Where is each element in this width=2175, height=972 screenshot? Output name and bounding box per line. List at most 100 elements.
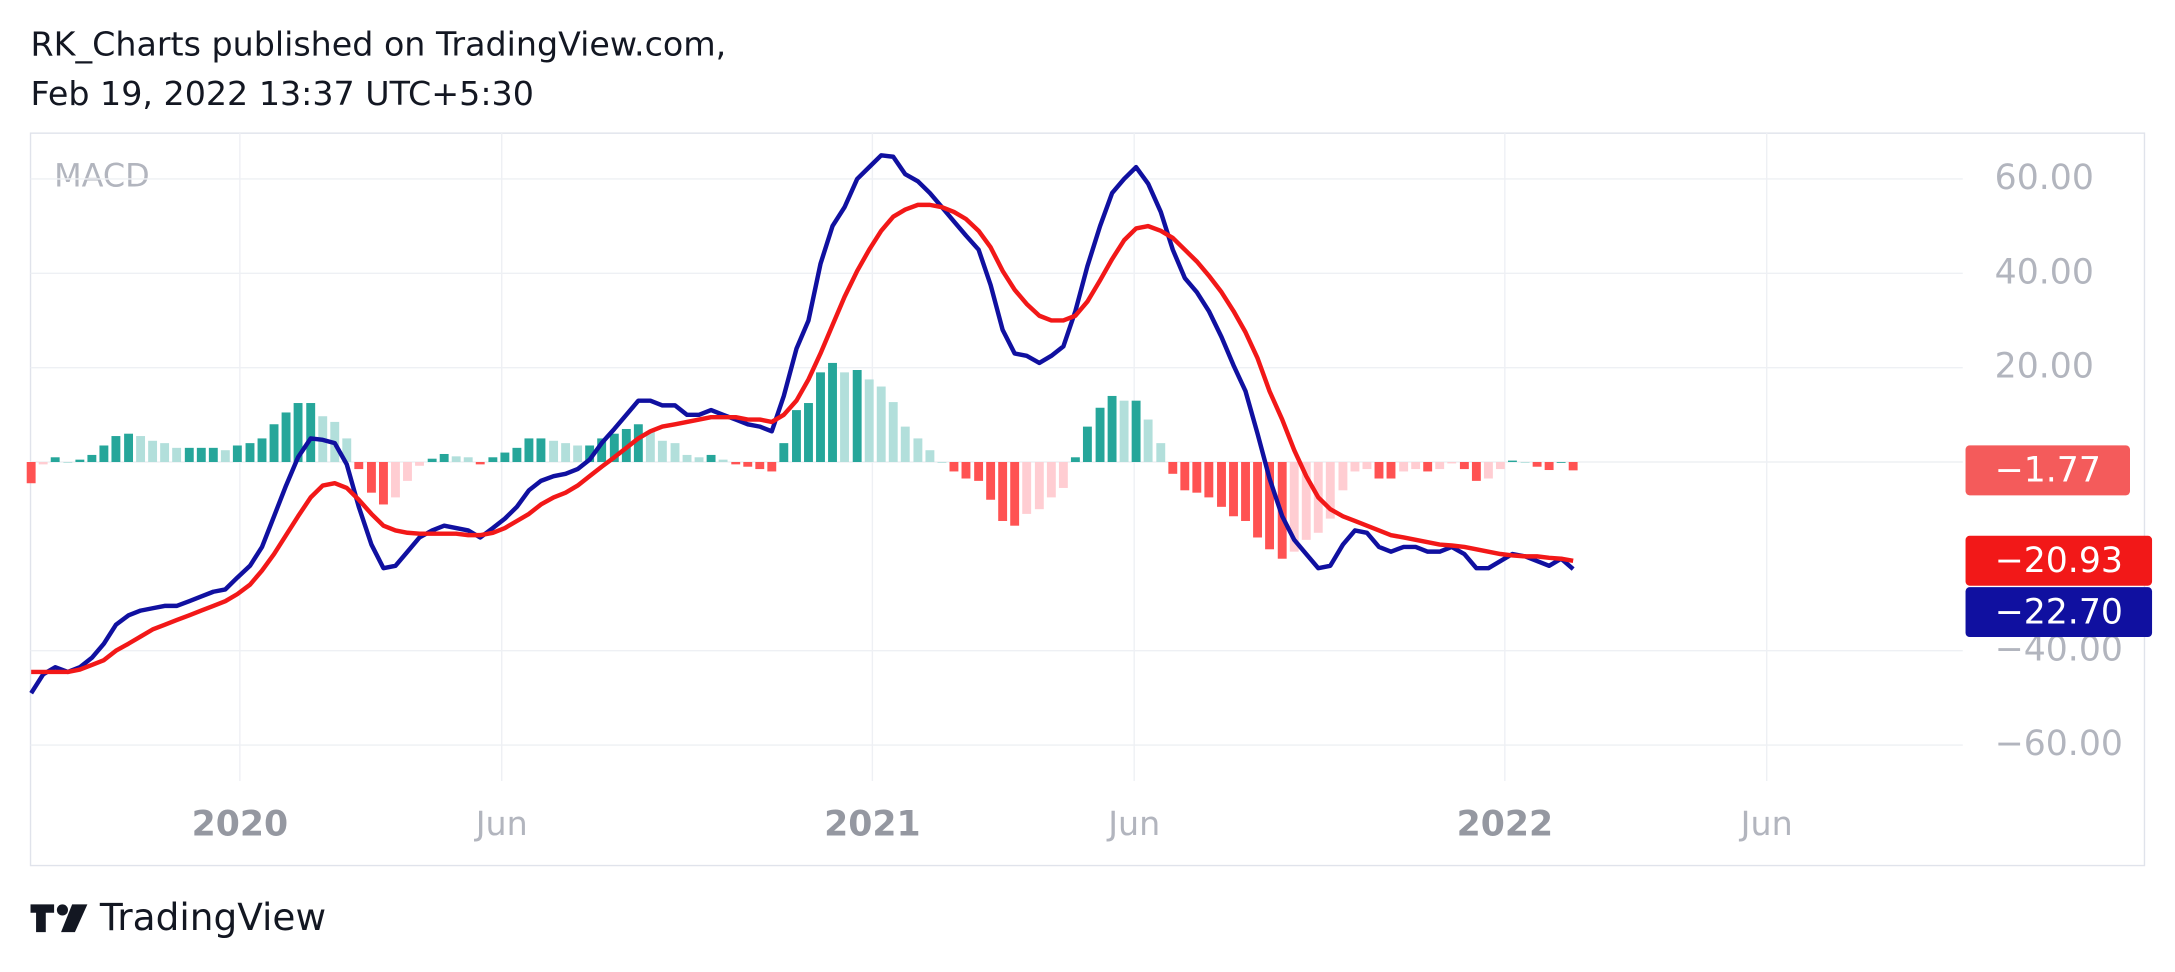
histogram-bar <box>111 436 121 463</box>
histogram-bar <box>731 462 741 465</box>
histogram-bar <box>354 462 364 470</box>
chart-frame <box>29 132 2146 867</box>
histogram-bar <box>1399 462 1409 472</box>
histogram-bar <box>1058 462 1068 488</box>
histogram-bar <box>913 438 923 463</box>
histogram-bar <box>1119 400 1129 463</box>
histogram-bar <box>1229 462 1238 517</box>
histogram-bar <box>1241 462 1250 521</box>
histogram-bar <box>1204 462 1214 498</box>
histogram-bar <box>645 431 655 463</box>
histogram-bar <box>306 403 316 463</box>
histogram-bar <box>1192 462 1202 493</box>
histogram-bar <box>512 447 522 463</box>
histogram-bar <box>1362 462 1372 470</box>
histogram-bar <box>706 454 716 463</box>
histogram-bar <box>1217 462 1226 507</box>
x-tick-label: 2022 <box>1457 804 1553 844</box>
histogram-bar <box>63 462 73 463</box>
last-value-tag: −20.93 <box>1965 535 2153 586</box>
last-value-label: −1.77 <box>1995 451 2101 491</box>
histogram-bar <box>1034 462 1044 510</box>
histogram-bar <box>1301 462 1311 540</box>
histogram-bar <box>816 372 825 463</box>
histogram-bar <box>657 440 667 463</box>
timestamp: Feb 19, 2022 13:37 UTC+5:30 <box>31 74 534 113</box>
histogram-bar <box>549 440 559 463</box>
last-value-label: −22.70 <box>1995 592 2123 632</box>
histogram-bar <box>1423 462 1433 472</box>
x-tick-label: Jun <box>1739 804 1793 843</box>
histogram-bar <box>269 424 279 463</box>
histogram-bar <box>196 447 206 463</box>
histogram-bar <box>792 410 801 463</box>
histogram-bar <box>451 456 461 463</box>
y-tick-label: 40.00 <box>1995 252 2094 292</box>
histogram-bar <box>1532 462 1542 467</box>
histogram-bar <box>1010 462 1020 526</box>
y-tick-label: 60.00 <box>1995 158 2094 198</box>
histogram-bar <box>148 440 158 463</box>
histogram-bar <box>1253 462 1262 538</box>
histogram-bar <box>1265 462 1275 550</box>
histogram-bar <box>718 459 728 463</box>
histogram-bar <box>1447 462 1457 464</box>
histogram-bar <box>1520 462 1530 463</box>
histogram-bar <box>1070 457 1080 463</box>
histogram-bar <box>184 447 194 463</box>
last-value-badge <box>1965 535 2153 586</box>
histogram-bar <box>208 447 218 463</box>
histogram-bar <box>75 459 85 463</box>
histogram-bar <box>767 462 777 472</box>
histogram-bar <box>1435 462 1445 470</box>
x-tick-label: 2020 <box>192 804 288 844</box>
histogram-bar <box>293 403 303 463</box>
histogram-bar <box>220 450 230 463</box>
histogram-bar <box>124 433 134 463</box>
histogram-bar <box>281 412 291 463</box>
histogram-bar <box>828 362 837 463</box>
histogram-bar <box>840 372 849 463</box>
histogram-bar <box>609 433 619 463</box>
histogram-bar <box>961 462 971 479</box>
histogram-bar <box>876 386 886 463</box>
histogram-bar <box>573 445 583 463</box>
histogram-bar <box>1107 395 1117 463</box>
histogram-bar <box>26 462 36 484</box>
histogram-bar <box>1374 462 1384 479</box>
histogram-bar <box>937 462 947 463</box>
brand-name: TradingView <box>99 895 326 939</box>
histogram-bar <box>38 462 48 465</box>
x-tick-label: Jun <box>474 804 528 843</box>
histogram-bar <box>257 438 267 463</box>
last-value-tag: −22.70 <box>1965 587 2153 638</box>
histogram-bar <box>524 438 534 463</box>
histogram-bar <box>342 438 352 463</box>
histogram-bar <box>852 370 862 463</box>
last-value-badge <box>1965 587 2153 638</box>
histogram-bar <box>463 457 473 463</box>
histogram-bar <box>1556 462 1566 463</box>
histogram-bar <box>439 453 449 463</box>
histogram-bar <box>488 457 498 463</box>
histogram-bar <box>172 447 182 463</box>
x-tick-label: Jun <box>1106 804 1160 843</box>
histogram-bar <box>245 443 255 463</box>
histogram-bar <box>900 426 910 463</box>
histogram-bar <box>1180 462 1190 491</box>
histogram-bar <box>415 462 424 466</box>
histogram-bar <box>1411 462 1421 470</box>
histogram-bar <box>475 462 485 465</box>
histogram-bar <box>561 443 571 463</box>
histogram-bar <box>1131 400 1141 463</box>
histogram-bar <box>1507 460 1517 463</box>
histogram-bar <box>87 454 97 463</box>
histogram-bar <box>403 462 412 481</box>
last-value-badge <box>1965 445 2130 496</box>
histogram-bar <box>1495 462 1505 470</box>
publisher: RK_Charts published on TradingView.com, <box>31 24 727 63</box>
histogram-bar <box>536 438 546 463</box>
histogram-bar <box>755 462 765 470</box>
